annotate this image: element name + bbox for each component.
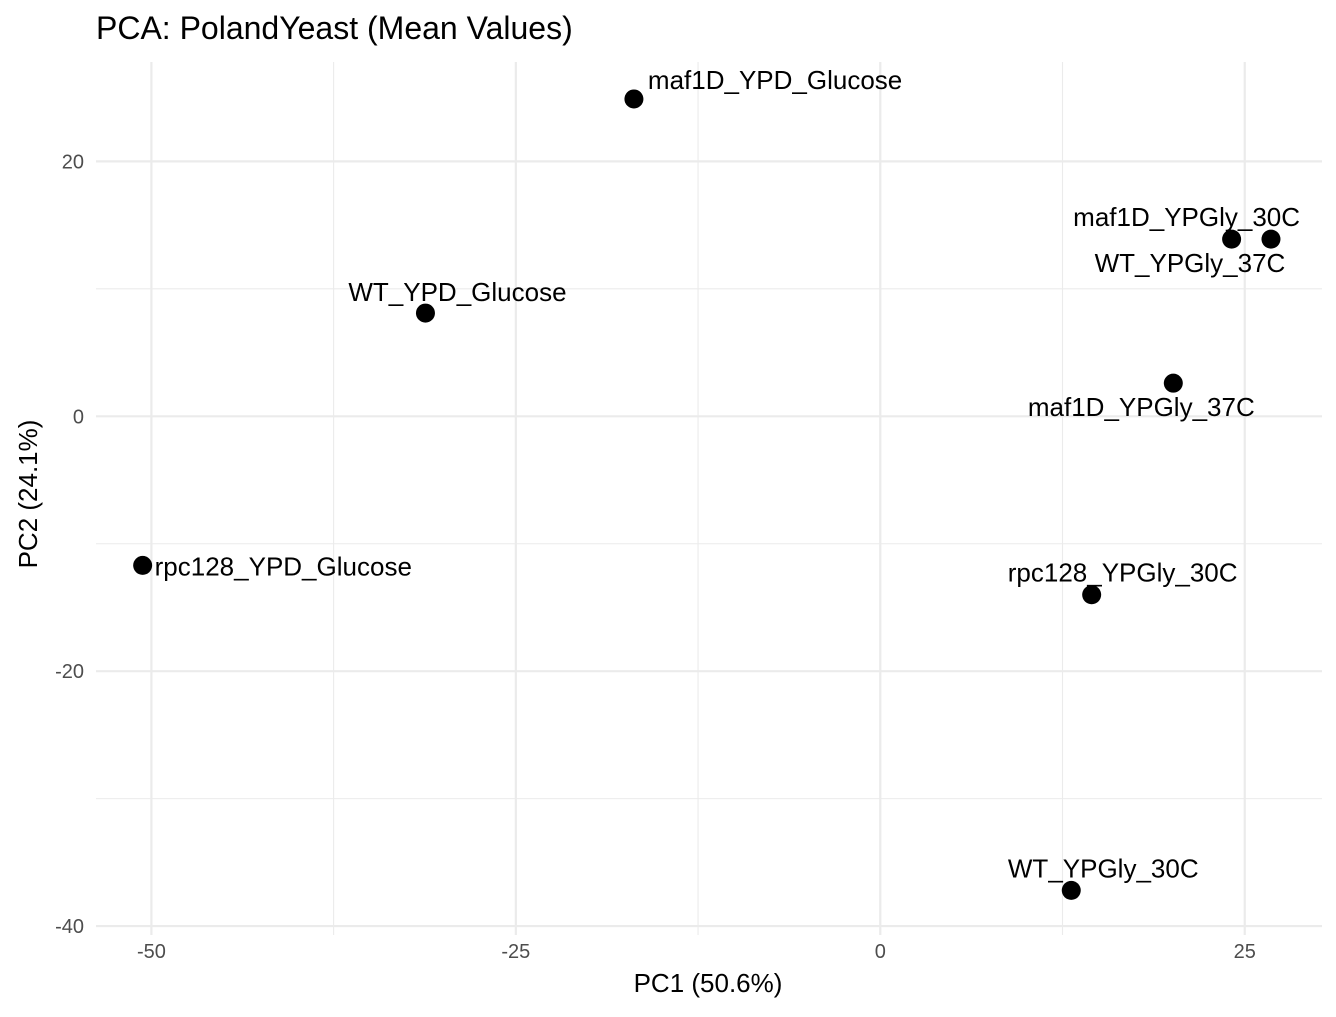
data-point-label: WT_YPD_Glucose	[348, 277, 566, 307]
data-point-label: maf1D_YPGly_37C	[1028, 392, 1255, 422]
y-tick-label: 20	[62, 151, 84, 173]
x-axis-title: PC1 (50.6%)	[634, 968, 783, 998]
chart-title: PCA: PolandYeast (Mean Values)	[96, 10, 573, 46]
data-point-label: WT_YPGly_37C	[1095, 248, 1286, 278]
data-point	[1061, 880, 1081, 900]
data-point-label: rpc128_YPD_Glucose	[155, 551, 412, 581]
data-point	[133, 555, 153, 575]
x-tick-label: 0	[875, 941, 886, 963]
data-point	[1163, 373, 1183, 393]
data-point-label: maf1D_YPGly_30C	[1073, 202, 1300, 232]
data-point-label: maf1D_YPD_Glucose	[648, 65, 902, 95]
x-tick-label: -25	[501, 941, 530, 963]
data-point-label: WT_YPGly_30C	[1008, 853, 1199, 883]
data-point	[415, 303, 435, 323]
data-point-label: rpc128_YPGly_30C	[1008, 558, 1238, 588]
point-labels: maf1D_YPD_Glucose maf1D_YPGly_30C WT_YPGly…	[155, 65, 1300, 883]
x-tick-label: 25	[1234, 941, 1256, 963]
y-tick-label: -20	[55, 661, 84, 683]
tick-labels: -50 -25 0 25 -40 -20 0 20	[55, 151, 1256, 963]
data-points	[133, 89, 1281, 900]
data-point	[1082, 585, 1102, 605]
data-point	[624, 89, 644, 109]
data-point	[1222, 229, 1242, 249]
x-tick-label: -50	[137, 941, 166, 963]
y-tick-label: 0	[73, 406, 84, 428]
y-axis-title: PC2 (24.1%)	[13, 420, 43, 569]
grid-layer	[96, 62, 1322, 935]
y-tick-label: -40	[55, 916, 84, 938]
data-point	[1261, 229, 1281, 249]
